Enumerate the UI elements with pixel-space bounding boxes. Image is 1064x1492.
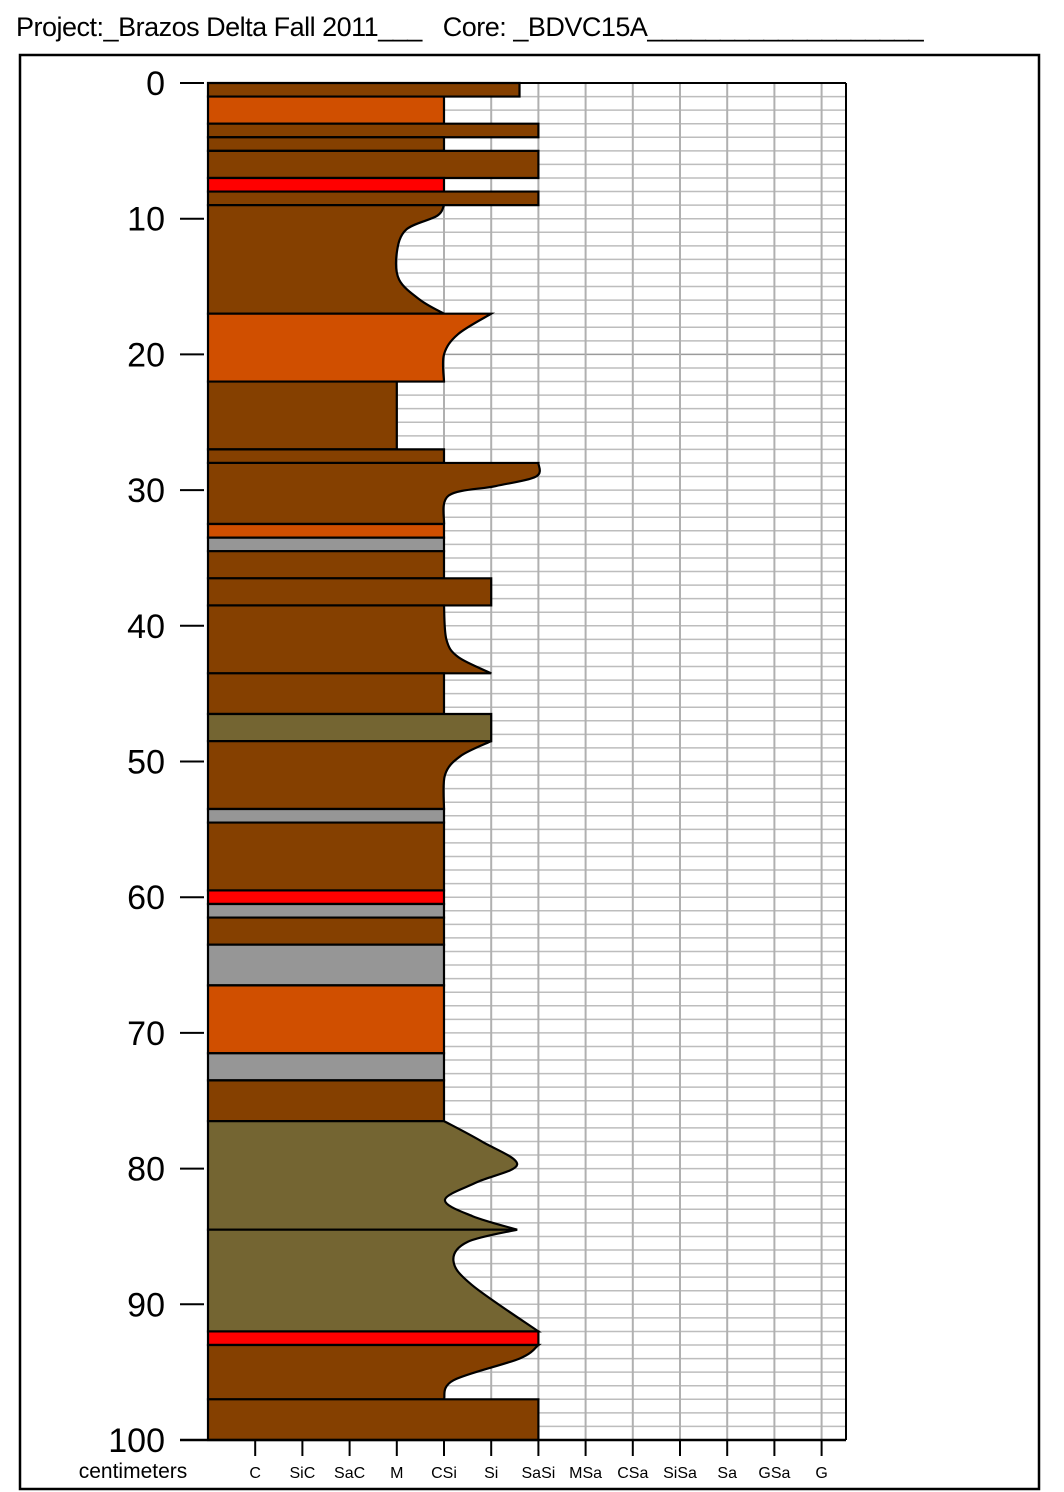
layer-brown xyxy=(206,821,446,892)
layer-red xyxy=(206,889,446,906)
layer-olive xyxy=(206,1228,542,1333)
layer-brown xyxy=(206,204,449,315)
layer-brown xyxy=(206,190,540,207)
layer-brown xyxy=(206,149,540,180)
y-tick-label: 40 xyxy=(127,608,165,646)
layer-brown xyxy=(206,1398,540,1442)
y-tick-label: 30 xyxy=(127,472,165,510)
x-tick-label: M xyxy=(390,1465,403,1482)
layer-brown xyxy=(206,672,446,716)
layer-orange xyxy=(206,95,446,125)
core-name: _BDVC15A___________________ xyxy=(513,12,924,42)
layers xyxy=(206,81,542,1442)
y-tick-label: 0 xyxy=(146,65,165,103)
layer-red xyxy=(206,1330,540,1347)
y-tick-label: 80 xyxy=(127,1151,165,1189)
core-log-header: Project:_Brazos Delta Fall 2011___ Core:… xyxy=(16,12,924,43)
core-label: Core: xyxy=(442,12,507,42)
layer-brown xyxy=(206,577,493,607)
layer-brown xyxy=(206,122,540,139)
x-tick-label: GSa xyxy=(758,1465,790,1482)
y-tick-label: 100 xyxy=(108,1422,165,1460)
y-tick-label: 50 xyxy=(127,744,165,782)
layer-brown xyxy=(206,550,446,580)
x-tick-label: MSa xyxy=(569,1465,602,1482)
layer-brown xyxy=(206,1079,446,1123)
x-tick-label: CSi xyxy=(431,1465,457,1482)
x-tick-label: SiC xyxy=(290,1465,316,1482)
x-tick-label: Sa xyxy=(717,1465,737,1482)
y-tick-label: 70 xyxy=(127,1015,165,1053)
layer-brown xyxy=(206,81,521,98)
frame-border xyxy=(18,53,1041,1491)
layer-brown xyxy=(206,604,492,675)
y-tick-label: 60 xyxy=(127,879,165,917)
layer-brown xyxy=(206,916,446,946)
x-tick-label: C xyxy=(249,1465,261,1482)
project-label: Project: xyxy=(16,12,104,42)
layer-brown xyxy=(206,448,446,465)
x-tick-label: G xyxy=(815,1465,827,1482)
layer-brown xyxy=(206,461,541,526)
x-tick-label: SiSa xyxy=(663,1465,697,1482)
project-name: _Brazos Delta Fall 2011___ xyxy=(103,12,423,42)
x-tick-label: Si xyxy=(484,1465,498,1482)
x-tick-label: SaSi xyxy=(522,1465,556,1482)
y-tick-label: 10 xyxy=(127,201,165,239)
y-tick-label: 20 xyxy=(127,336,165,374)
layer-brown xyxy=(206,740,492,811)
y-tick-label: 90 xyxy=(127,1286,165,1324)
layer-olive xyxy=(206,1120,519,1231)
layer-gray xyxy=(206,1052,446,1082)
x-tick-label: CSa xyxy=(617,1465,648,1482)
layer-gray xyxy=(206,902,446,919)
layer-brown xyxy=(206,1343,542,1401)
layer-gray xyxy=(206,943,446,987)
layer-olive xyxy=(206,712,493,743)
layer-gray xyxy=(206,536,446,553)
layer-orange xyxy=(206,312,496,383)
layer-gray xyxy=(206,807,446,824)
layer-brown xyxy=(206,136,446,152)
layer-orange xyxy=(206,522,446,539)
y-axis-label: centimeters xyxy=(79,1460,188,1483)
layer-brown xyxy=(206,380,398,451)
layer-red xyxy=(206,176,446,193)
layer-orange xyxy=(206,984,446,1055)
x-tick-label: SaC xyxy=(334,1465,365,1482)
